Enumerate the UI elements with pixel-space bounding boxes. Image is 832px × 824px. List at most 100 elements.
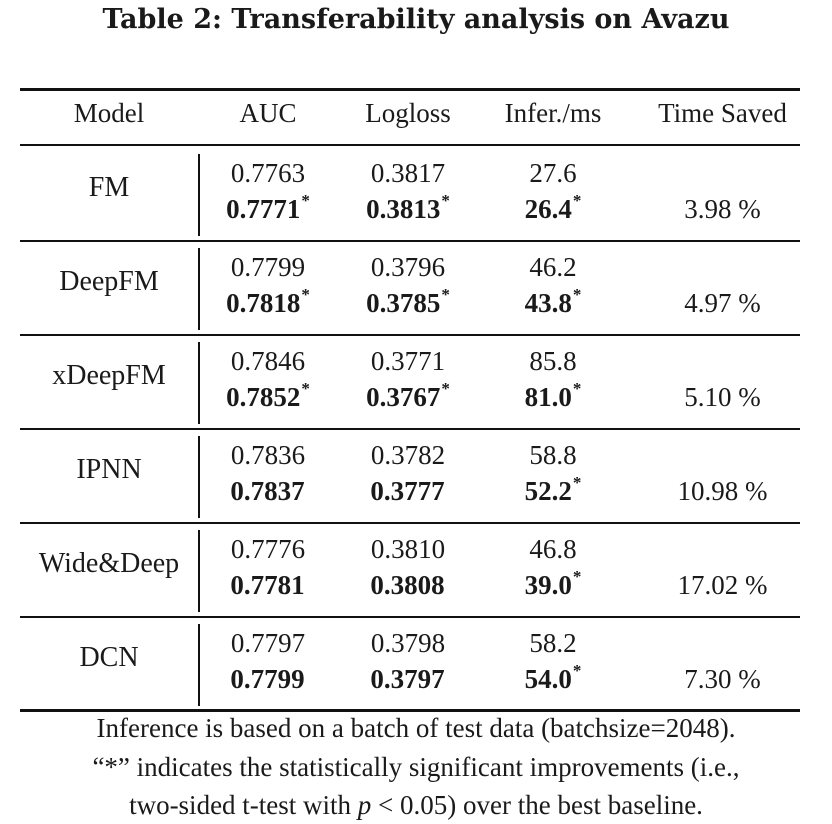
base-logloss: 0.3782: [370, 440, 446, 470]
ours-logloss-value: 0.3797: [370, 664, 445, 694]
significance-marker: *: [572, 567, 582, 586]
base-infer: 27.6: [529, 158, 577, 188]
note-line-3-pre: two-sided t-test with: [129, 790, 358, 820]
base-infer: 85.8: [529, 346, 577, 376]
significance-marker: *: [441, 191, 450, 210]
time-saved: 4.97 %: [684, 288, 761, 318]
ours-logloss: 0.3785*: [348, 285, 468, 319]
note-line-3-var: p: [357, 790, 372, 820]
ours-auc: 0.7799: [210, 664, 326, 695]
significance-marker: *: [572, 661, 582, 680]
ours-infer-value: 43.8: [524, 288, 572, 318]
ours-logloss-value: 0.3808: [370, 570, 445, 600]
ours-logloss-value: 0.3813: [366, 194, 441, 224]
base-logloss: 0.3810: [370, 534, 446, 564]
ours-infer: 39.0*: [488, 567, 618, 601]
ours-infer-value: 81.0: [524, 382, 572, 412]
ours-auc-value: 0.7771: [226, 194, 301, 224]
divider: [198, 248, 200, 330]
ours-auc: 0.7818*: [210, 285, 326, 319]
significance-marker: *: [572, 191, 582, 210]
base-infer: 58.2: [529, 628, 577, 658]
ours-infer: 52.2*: [488, 473, 618, 507]
base-auc: 0.7763: [230, 158, 306, 188]
row-rule: [20, 240, 800, 242]
note-line-1: Inference is based on a batch of test da…: [96, 713, 736, 743]
base-infer: 46.2: [529, 252, 577, 282]
time-saved: 7.30 %: [684, 664, 761, 694]
significance-marker: *: [572, 473, 582, 492]
row-rule: [20, 616, 800, 618]
row-rule: [20, 428, 800, 430]
base-infer: 46.8: [529, 534, 577, 564]
model-name: xDeepFM: [52, 360, 166, 391]
header-rule: [20, 144, 800, 146]
divider: [198, 624, 200, 706]
row-rule: [20, 522, 800, 524]
ours-auc: 0.7837: [210, 476, 326, 507]
ours-infer: 43.8*: [488, 285, 618, 319]
table-title: Table 2: Transferability analysis on Ava…: [102, 4, 730, 35]
significance-marker: *: [441, 285, 450, 304]
base-auc: 0.7846: [230, 346, 306, 376]
ours-auc-value: 0.7818: [226, 288, 301, 318]
ours-logloss-value: 0.3777: [370, 476, 445, 506]
base-auc: 0.7836: [230, 440, 306, 470]
model-name: Wide&Deep: [38, 548, 180, 579]
ours-logloss: 0.3767*: [348, 379, 468, 413]
ours-auc: 0.7852*: [210, 379, 326, 413]
ours-infer-value: 54.0: [524, 664, 572, 694]
ours-auc-value: 0.7837: [230, 476, 305, 506]
time-saved: 17.02 %: [677, 570, 768, 600]
divider: [198, 154, 200, 236]
model-name: FM: [88, 172, 130, 203]
ours-logloss-value: 0.3767: [366, 382, 441, 412]
base-infer: 58.8: [529, 440, 577, 470]
divider: [198, 436, 200, 518]
ours-infer: 54.0*: [488, 661, 618, 695]
ours-infer-value: 52.2: [524, 476, 572, 506]
ours-auc: 0.7781: [210, 570, 326, 601]
ours-infer: 81.0*: [488, 379, 618, 413]
significance-marker: *: [301, 191, 310, 210]
header-auc: AUC: [239, 98, 297, 128]
ours-logloss: 0.3813*: [348, 191, 468, 225]
ours-auc-value: 0.7799: [230, 664, 305, 694]
model-name: IPNN: [76, 454, 142, 485]
model-name: DeepFM: [59, 266, 159, 297]
model-name: DCN: [79, 642, 139, 673]
note-line-3-post: < 0.05) over the best baseline.: [371, 790, 703, 820]
significance-marker: *: [301, 285, 310, 304]
significance-marker: *: [301, 379, 310, 398]
header-model: Model: [73, 98, 145, 128]
ours-logloss: 0.3808: [348, 570, 468, 601]
ours-infer-value: 26.4: [524, 194, 572, 224]
time-saved: 3.98 %: [684, 194, 761, 224]
divider: [198, 342, 200, 424]
base-logloss: 0.3817: [370, 158, 446, 188]
bottom-rule: [20, 709, 800, 712]
base-logloss: 0.3771: [370, 346, 446, 376]
ours-auc: 0.7771*: [210, 191, 326, 225]
header-time-saved: Time Saved: [658, 98, 787, 128]
row-rule: [20, 334, 800, 336]
time-saved: 10.98 %: [677, 476, 768, 506]
base-auc: 0.7776: [230, 534, 306, 564]
ours-infer: 26.4*: [488, 191, 618, 225]
significance-marker: *: [572, 285, 582, 304]
ours-logloss: 0.3797: [348, 664, 468, 695]
top-rule: [20, 88, 800, 91]
header-infer: Infer./ms: [504, 98, 602, 128]
ours-logloss-value: 0.3785: [366, 288, 441, 318]
significance-marker: *: [441, 379, 450, 398]
note-line-2: “*” indicates the statistically signific…: [92, 752, 740, 782]
base-logloss: 0.3796: [370, 252, 446, 282]
divider: [198, 530, 200, 612]
ours-auc-value: 0.7852: [226, 382, 301, 412]
base-auc: 0.7797: [230, 628, 306, 658]
base-auc: 0.7799: [230, 252, 306, 282]
note-line-3: two-sided t-test with p < 0.05) over the…: [0, 790, 832, 821]
header-logloss: Logloss: [365, 98, 451, 128]
ours-infer-value: 39.0: [524, 570, 572, 600]
time-saved: 5.10 %: [684, 382, 761, 412]
